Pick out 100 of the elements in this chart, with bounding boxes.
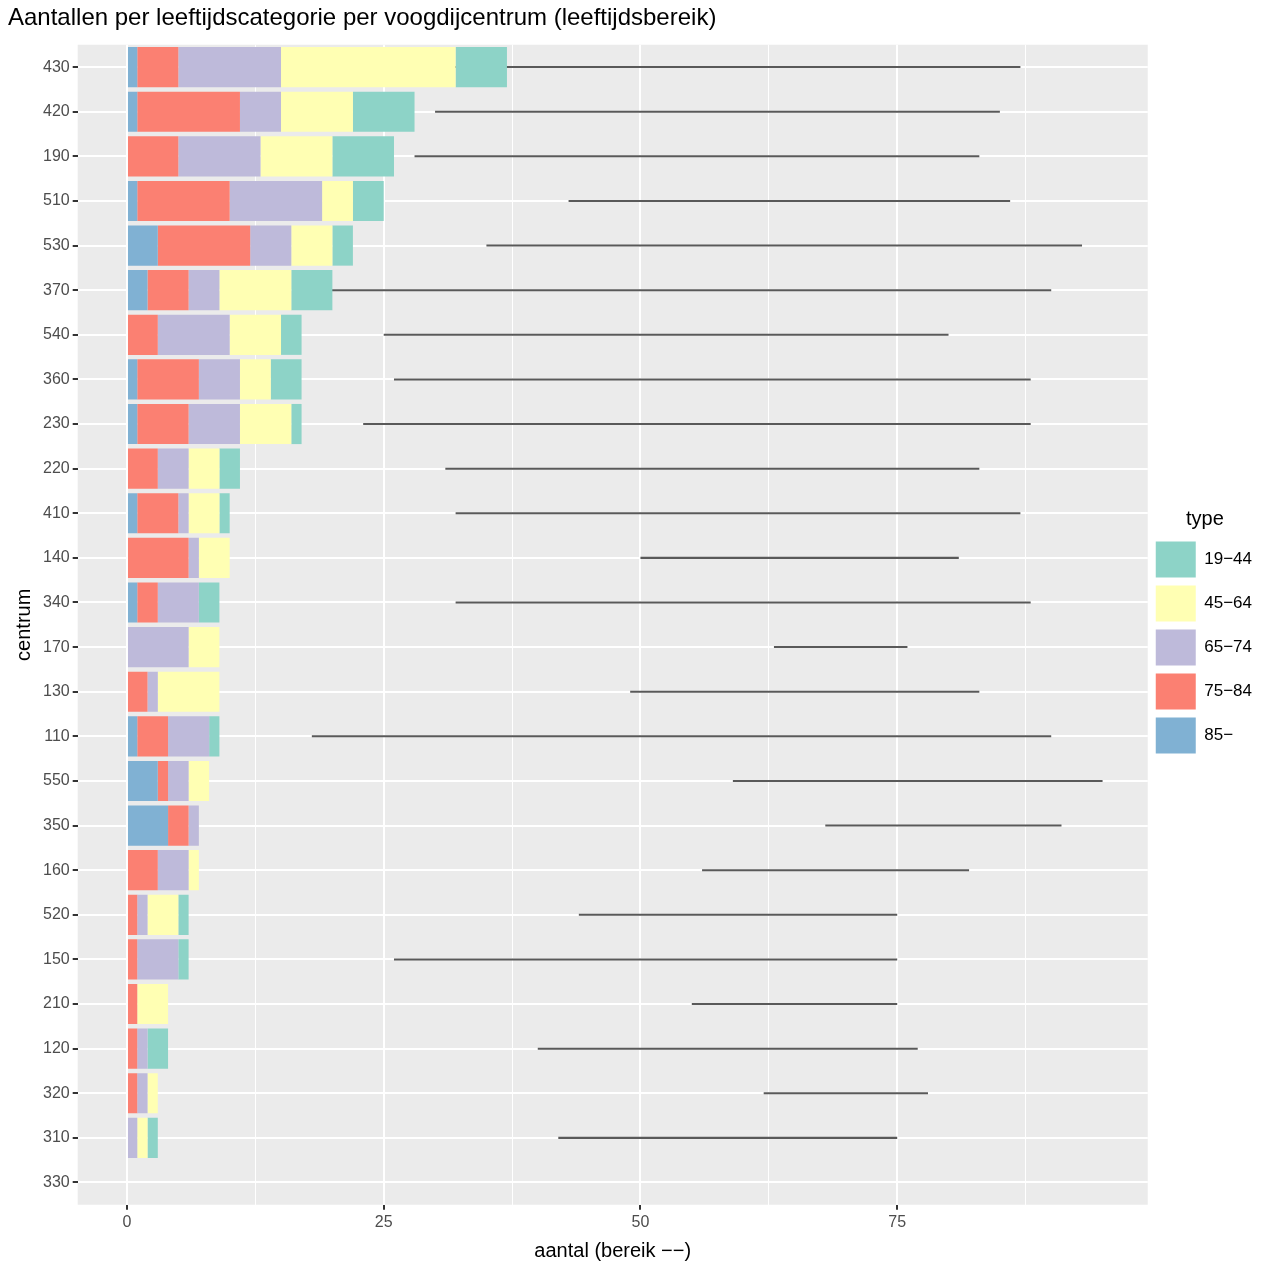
y-tick-label: 360 [42,369,70,387]
bar [178,47,282,88]
bar [229,314,282,355]
y-tick-label: 340 [42,592,70,610]
bar [558,1136,898,1139]
bar [137,493,179,534]
bar [281,91,353,132]
bar [250,225,292,266]
bar [188,270,220,311]
bar [568,199,1011,202]
bar [198,582,220,623]
bar [239,91,282,132]
bar [137,894,148,935]
y-tick-label: 310 [42,1128,70,1146]
bar [127,760,158,802]
bar [291,403,302,445]
bar [332,136,394,177]
bar [127,270,148,311]
bar [127,180,138,222]
y-tick-label: 430 [42,57,70,75]
bar [147,1117,158,1158]
y-tick-label: 190 [42,146,70,164]
bar [352,91,415,132]
bar [157,671,220,712]
y-tick-label: 350 [42,815,70,833]
y-tick-label: 140 [42,548,70,566]
x-axis-title: aantal (bereik −−) [534,1238,692,1261]
bar [188,805,199,846]
bar [127,983,138,1025]
bar [188,627,220,668]
x-tick-label: 25 [374,1212,393,1230]
bar [127,1073,138,1114]
bar [281,314,302,355]
bar [825,824,1062,827]
bar [127,448,158,489]
bar [332,225,353,266]
bar [209,716,220,757]
y-tick-label: 210 [42,994,70,1012]
bar [157,448,189,489]
y-tick-label: 120 [42,1039,70,1057]
bar [137,939,179,980]
bar [127,716,138,757]
bar [188,850,199,891]
y-tick-label: 220 [42,459,70,477]
bar [281,47,456,88]
bar [137,47,179,88]
bar [383,333,949,336]
bar [127,537,189,578]
bar [691,1003,898,1006]
y-tick-label: 160 [42,860,70,878]
bar [732,779,1103,782]
bar [137,1073,148,1114]
bar [239,359,271,400]
bar [260,136,333,177]
bar [219,493,230,534]
y-tick-label: 320 [42,1083,70,1101]
bar [352,180,384,222]
bar [188,493,220,534]
y-tick-label: 110 [44,726,70,744]
bar [127,671,148,712]
bar [137,403,189,445]
bar [127,359,138,400]
bar [147,671,158,712]
y-tick-label: 150 [42,949,70,967]
y-tick-label: 540 [42,325,70,343]
bar [640,556,959,559]
bar [291,225,333,266]
bar [127,136,179,177]
bar [229,180,323,222]
bar [127,805,169,846]
x-tick-label: 75 [888,1212,907,1230]
y-tick-label: 420 [42,102,70,120]
bar [188,403,240,445]
bar [219,270,292,311]
bar [127,582,138,623]
bar [198,537,230,578]
bar [168,805,189,846]
bar [137,1028,148,1069]
bar [157,225,251,266]
y-tick-label: 410 [42,503,70,521]
bar [127,894,138,935]
bar [147,1073,158,1114]
bar [147,1028,169,1069]
bar [147,270,189,311]
bar [435,110,1000,113]
bar [455,47,507,88]
bar [630,690,980,693]
bar [147,894,179,935]
bar [127,939,138,980]
bar [137,983,169,1025]
bar [455,601,1031,604]
bar [188,760,210,802]
y-tick-label: 520 [42,905,70,923]
bar [188,448,220,489]
bar [455,512,1021,515]
bar [198,359,240,400]
bar [127,627,189,668]
bar [393,378,1031,381]
bar [127,850,158,891]
bar [157,850,189,891]
